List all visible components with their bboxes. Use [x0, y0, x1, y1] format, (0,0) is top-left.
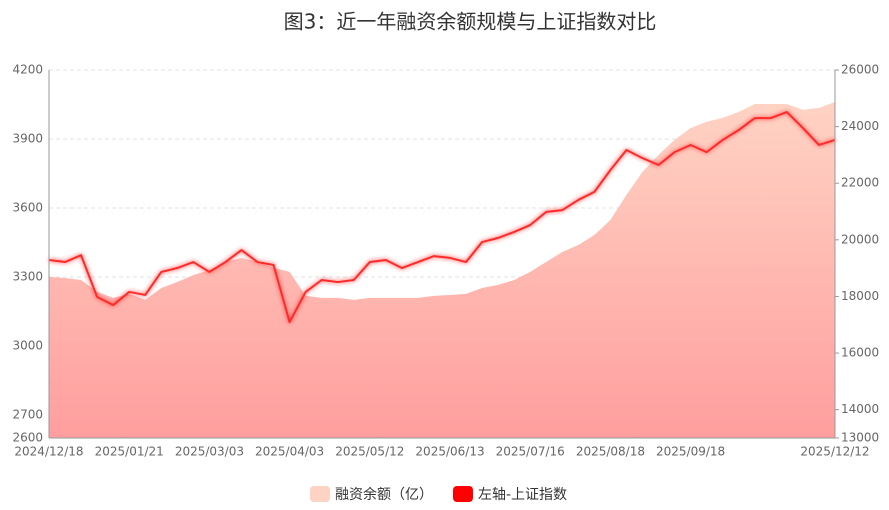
- x-tick-label: 2024/12/18: [14, 445, 83, 459]
- y2-tick-label: 26000: [841, 63, 879, 77]
- legend-swatch: [310, 486, 330, 502]
- x-tick-label: 2025/03/03: [175, 445, 244, 459]
- legend-label: 融资余额（亿）: [335, 486, 433, 503]
- y2-tick-label: 18000: [841, 289, 879, 303]
- x-tick-label: 2025/04/03: [255, 445, 324, 459]
- y-tick-label: 3600: [12, 201, 43, 215]
- y-tick-label: 2600: [12, 431, 43, 445]
- line: [48, 111, 836, 324]
- y2-tick-label: 14000: [841, 402, 879, 416]
- x-tick-label: 2025/06/13: [415, 445, 484, 459]
- y2-tick-label: 22000: [841, 176, 879, 190]
- y2-tick-label: 16000: [841, 346, 879, 360]
- y-tick-label: 4200: [12, 63, 43, 77]
- y2-tick-label: 13000: [841, 431, 879, 445]
- y2-tick-label: 20000: [841, 232, 879, 246]
- area: [49, 101, 835, 438]
- x-tick-label: 2025/01/21: [95, 445, 164, 459]
- x-tick-label: 2025/07/16: [496, 445, 565, 459]
- y2-tick-label: 24000: [841, 119, 879, 133]
- y-tick-label: 3300: [12, 270, 43, 284]
- y-tick-label: 3000: [12, 339, 43, 353]
- x-tick-label: 2025/05/12: [335, 445, 404, 459]
- legend-label: 左轴-上证指数: [478, 487, 567, 503]
- x-tick-label: 2025/09/18: [656, 445, 725, 459]
- y-tick-label: 2700: [12, 408, 43, 422]
- y-tick-label: 3900: [12, 132, 43, 146]
- x-tick-label: 2025/12/12: [800, 445, 869, 459]
- legend-swatch: [453, 486, 473, 502]
- chart-title: 图3：近一年融资余额规模与上证指数对比: [284, 10, 657, 34]
- x-tick-label: 2025/08/18: [576, 445, 645, 459]
